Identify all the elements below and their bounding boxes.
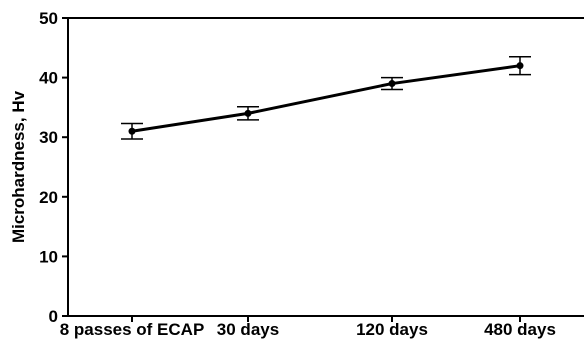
x-tick-label: 120 days (356, 320, 428, 339)
data-point (388, 80, 396, 88)
y-tick-label: 40 (39, 69, 58, 88)
x-tick-label: 480 days (484, 320, 556, 339)
y-ticks: 0 10 20 30 40 50 (39, 9, 68, 326)
data-point (516, 62, 524, 70)
x-tick-label: 8 passes of ECAP (60, 320, 205, 339)
y-tick-label: 20 (39, 188, 58, 207)
x-tick-label: 30 days (217, 320, 279, 339)
data-point (128, 127, 136, 135)
x-ticks: 8 passes of ECAP 30 days 120 days 480 days (60, 316, 556, 339)
y-tick-label: 30 (39, 128, 58, 147)
data-point (244, 109, 252, 117)
y-tick-label: 10 (39, 247, 58, 266)
series (128, 62, 524, 135)
y-axis-title: Microhardness, Hv (9, 90, 28, 243)
y-tick-label: 50 (39, 9, 58, 28)
axes (67, 17, 584, 317)
series-line (131, 64, 521, 133)
y-tick-label: 0 (49, 307, 58, 326)
